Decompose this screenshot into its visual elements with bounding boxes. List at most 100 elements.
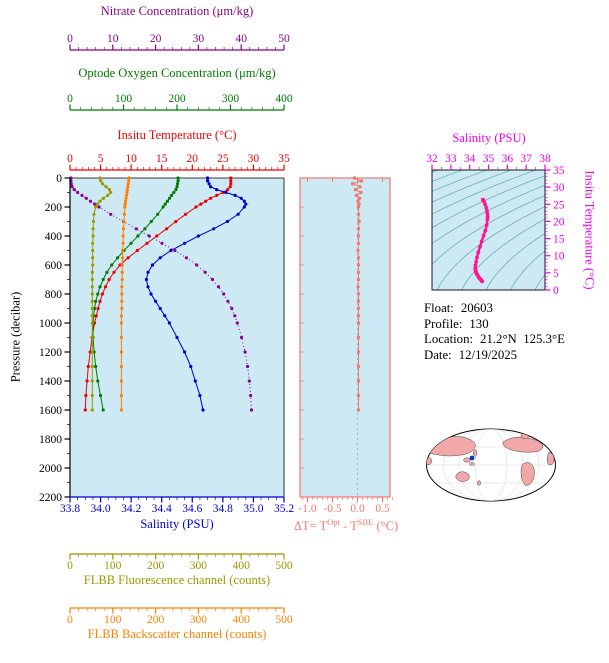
profile-marker <box>125 190 129 195</box>
profile-marker <box>246 364 250 369</box>
profile-marker <box>225 219 229 224</box>
profile-marker <box>94 299 98 303</box>
profile-marker <box>172 190 176 195</box>
tick-label: 0.5 <box>375 503 390 515</box>
profile-marker <box>90 299 94 303</box>
backscatter-axis: 0 100 200 300 400 500 <box>67 607 293 626</box>
profile-marker <box>124 199 128 203</box>
tick-label: 34.2 <box>121 503 141 515</box>
profile-marker <box>174 219 178 224</box>
tick-label: 100 <box>115 93 133 105</box>
profile-marker <box>90 364 94 369</box>
ts-plot: 32 33 34 35 36 37 38 0 5 10 15 20 25 30 35 <box>426 153 565 297</box>
profile-marker <box>126 182 130 186</box>
profile-marker <box>173 248 177 253</box>
salinity-axis-title: Salinity (PSU) <box>140 517 214 531</box>
date-label: Date: <box>424 347 452 362</box>
profile-marker <box>92 212 96 216</box>
delta-title-part: - T <box>339 519 358 534</box>
profile-marker <box>242 199 246 203</box>
profile-marker <box>161 205 165 209</box>
profile-marker <box>359 179 364 183</box>
profile-marker <box>91 256 95 260</box>
float-id-label: Float: <box>424 301 454 315</box>
tick-label: 10 <box>553 251 565 263</box>
profile-marker <box>199 202 203 206</box>
profile-marker <box>90 270 94 274</box>
profile-marker <box>222 292 226 296</box>
tick-label: 25 <box>217 153 229 165</box>
profile-marker <box>176 176 180 180</box>
fluorescence-axis-title: FLBB Fluorescence channel (counts) <box>83 573 271 587</box>
density-contour <box>432 170 536 215</box>
profile-marker <box>123 205 127 209</box>
tick-label: 5 <box>553 268 559 280</box>
density-contour <box>432 195 545 265</box>
profile-marker <box>125 188 129 192</box>
profile-marker <box>122 219 126 224</box>
profile-marker <box>163 202 167 206</box>
tick-label: 1400 <box>39 376 62 388</box>
profile-marker <box>98 285 102 289</box>
profile-marker <box>85 379 89 383</box>
tick-label: 50 <box>278 33 290 45</box>
tick-label: 40 <box>235 33 247 45</box>
profile-marker <box>120 270 124 274</box>
tick-label: 2200 <box>39 492 62 504</box>
tick-label: 10 <box>125 153 137 165</box>
tick-label: 34.6 <box>182 503 202 515</box>
profile-marker <box>233 193 237 197</box>
profile-marker <box>229 176 233 180</box>
tick-label: 0 <box>67 560 73 572</box>
tick-label: 35 <box>483 153 495 165</box>
tick-label: 200 <box>147 614 165 626</box>
delta-title-part: (°C) <box>373 519 399 534</box>
profile-marker <box>184 256 188 260</box>
profile-marker <box>156 212 160 216</box>
delta-title-part: ΔT= T <box>293 519 328 534</box>
density-contour <box>432 184 545 245</box>
density-contour <box>534 274 545 290</box>
profile-marker <box>167 321 171 325</box>
tick-label: 0 <box>67 614 73 626</box>
tick-label: 36 <box>502 153 514 165</box>
profile-marker <box>356 270 361 274</box>
profile-marker <box>357 196 362 200</box>
profile-marker <box>215 188 219 192</box>
tick-label: 600 <box>45 260 63 272</box>
oxygen-axis: 0 100 200 300 400 <box>67 93 293 111</box>
profile-marker <box>230 306 234 311</box>
profile-marker <box>98 299 102 303</box>
profile-number-label: Profile: <box>424 316 463 331</box>
tick-label: 30 <box>553 182 565 194</box>
tick-label: 2000 <box>39 463 62 475</box>
tick-label: 35 <box>553 165 565 177</box>
profile-marker <box>104 185 108 189</box>
tick-label: 15 <box>156 153 168 165</box>
density-contour <box>485 233 545 290</box>
tick-label: -0.5 <box>323 503 341 515</box>
tick-label: 100 <box>104 560 122 572</box>
profile-marker <box>90 285 94 289</box>
profile-marker <box>216 285 221 289</box>
profile-marker <box>224 190 228 195</box>
tick-label: 400 <box>233 614 251 626</box>
tick-label: 1200 <box>39 347 62 359</box>
profile-marker <box>121 241 125 245</box>
float-location-marker <box>469 455 475 461</box>
profile-marker <box>189 364 193 369</box>
profile-marker <box>146 270 150 274</box>
profile-marker <box>129 241 133 245</box>
delta-title-sup-opt: Opt <box>327 517 340 527</box>
profile-marker <box>226 188 230 192</box>
profile-marker <box>175 185 179 189</box>
pressure-axis: 0 200 400 600 800 1000 1200 1400 1600 1800 2000 220… <box>39 173 71 504</box>
date-value: 12/19/2025 <box>458 347 518 362</box>
profile-marker <box>242 205 246 209</box>
profile-marker <box>356 248 360 253</box>
float-id-row: Float: 20603 <box>424 301 565 317</box>
profile-marker <box>155 234 159 238</box>
profile-marker <box>84 196 88 200</box>
tick-label: 300 <box>222 93 240 105</box>
profile-marker <box>350 182 355 186</box>
